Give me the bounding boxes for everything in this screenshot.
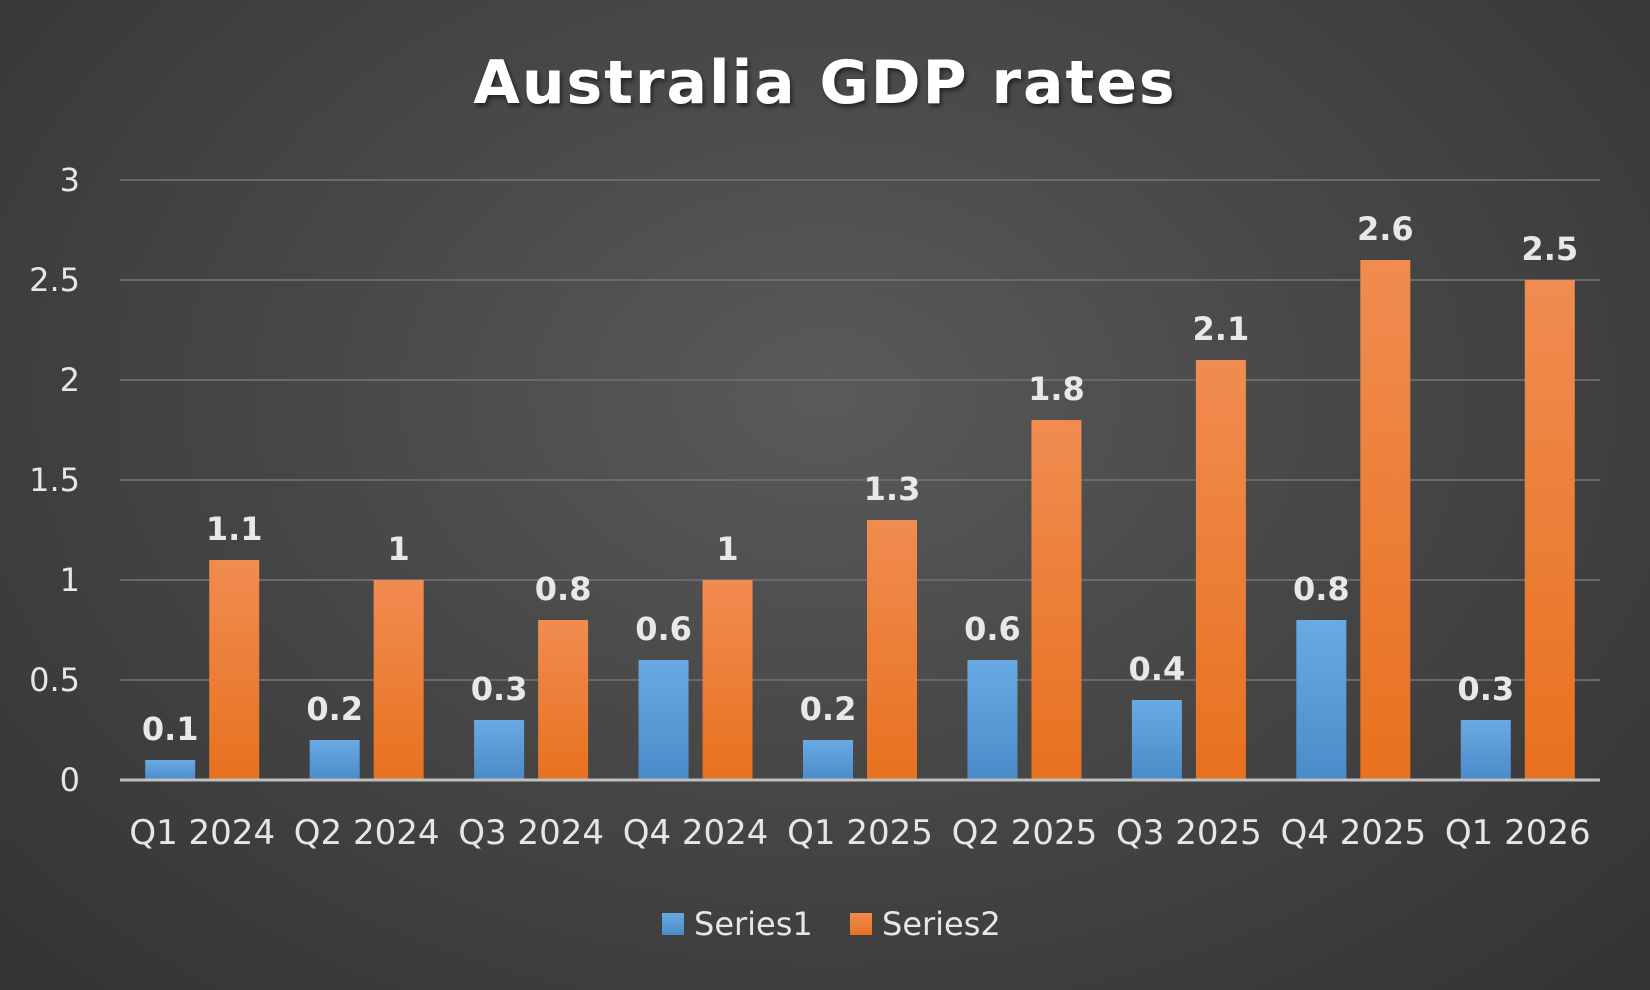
bar-series2-q1-2025	[867, 520, 917, 780]
data-label: 1.1	[206, 510, 263, 548]
data-label: 0.6	[635, 610, 692, 648]
x-category-label: Q3 2025	[1116, 813, 1262, 853]
bar-series1-q2-2024	[309, 740, 360, 780]
bar-series1-q2-2025	[967, 660, 1018, 780]
data-label: 0.2	[306, 690, 363, 728]
bar-series1-q1-2025	[803, 740, 853, 780]
bars	[145, 260, 1575, 780]
bar-series1-q3-2025	[1131, 700, 1182, 780]
data-label: 0.8	[1293, 570, 1350, 608]
y-tick-label: 0	[60, 761, 80, 799]
data-label: 0.3	[471, 670, 528, 708]
y-tick-label: 1.5	[29, 461, 80, 499]
x-category-label: Q1 2026	[1445, 813, 1591, 853]
x-category-label: Q4 2025	[1280, 813, 1426, 853]
legend-swatch-series2	[850, 913, 872, 935]
bar-series1-q1-2026	[1460, 720, 1511, 780]
data-label: 1	[388, 530, 410, 568]
bar-series2-q4-2025	[1360, 260, 1411, 780]
data-label: 2.6	[1357, 210, 1414, 248]
x-category-label: Q4 2024	[623, 813, 769, 853]
y-tick-label: 1	[60, 561, 80, 599]
bar-series2-q3-2025	[1195, 360, 1246, 780]
data-labels: 0.1 1.1 0.2 1 0.3 0.8 0.6 1 0.2 1.3 0.6 1.8 0.4 2.1 0.…	[142, 210, 1578, 748]
y-tick-label: 2	[60, 361, 80, 399]
data-label: 0.6	[964, 610, 1021, 648]
x-category-label: Q2 2025	[952, 813, 1098, 853]
data-label: 2.1	[1193, 310, 1250, 348]
x-category-label: Q3 2024	[458, 813, 604, 853]
x-category-label: Q1 2024	[129, 813, 275, 853]
data-label: 0.1	[142, 710, 199, 748]
bar-series2-q1-2024	[209, 560, 260, 780]
bar-series1-q1-2024	[145, 760, 196, 780]
data-label: 0.4	[1129, 650, 1186, 688]
bar-series1-q4-2025	[1296, 620, 1347, 780]
bar-series2-q4-2024	[702, 580, 753, 780]
y-tick-label: 0.5	[29, 661, 80, 699]
data-label: 1.3	[864, 470, 921, 508]
x-category-label: Q1 2025	[787, 813, 933, 853]
legend: Series1 Series2	[662, 905, 1001, 943]
legend-label-series1: Series1	[694, 905, 813, 943]
x-category-label: Q2 2024	[294, 813, 440, 853]
gridlines	[120, 179, 1600, 681]
data-label: 0.2	[800, 690, 857, 728]
bar-series2-q1-2026	[1524, 280, 1575, 780]
y-tick-label: 2.5	[29, 261, 80, 299]
bar-series1-q3-2024	[474, 720, 525, 780]
y-axis-tick-labels: 0 0.5 1 1.5 2 2.5 3	[29, 161, 80, 799]
data-label: 2.5	[1521, 230, 1578, 268]
legend-swatch-series1	[662, 913, 684, 935]
y-tick-label: 3	[60, 161, 80, 199]
bar-series1-q4-2024	[638, 660, 689, 780]
chart-title: Australia GDP rates	[473, 48, 1176, 118]
data-label: 1.8	[1028, 370, 1085, 408]
data-label: 0.8	[535, 570, 592, 608]
data-label: 0.3	[1457, 670, 1514, 708]
x-axis-category-labels: Q1 2024 Q2 2024 Q3 2024 Q4 2024 Q1 2025 Q2 20…	[129, 813, 1590, 853]
data-label: 1	[716, 530, 738, 568]
bar-series2-q2-2024	[373, 580, 424, 780]
legend-label-series2: Series2	[882, 905, 1001, 943]
bar-series2-q2-2025	[1031, 420, 1082, 780]
bar-series2-q3-2024	[538, 620, 589, 780]
